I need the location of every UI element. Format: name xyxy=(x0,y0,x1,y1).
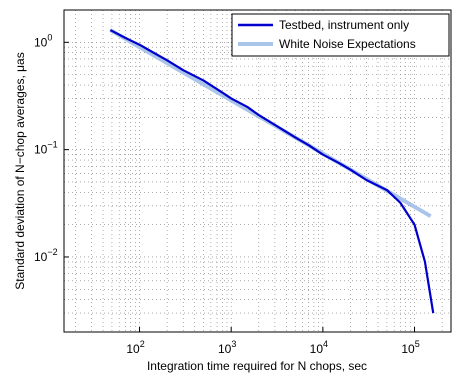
x-axis-label: Integration time required for N chops, s… xyxy=(147,359,367,373)
y-tick-label: 10−2 xyxy=(34,247,58,264)
x-tick-label: 103 xyxy=(218,339,236,356)
legend-label-testbed: Testbed, instrument only xyxy=(279,18,409,32)
legend-label-white-noise: White Noise Expectations xyxy=(279,37,416,51)
x-tick-label: 105 xyxy=(401,339,419,356)
y-tick-label: 100 xyxy=(34,32,52,49)
y-tick-label: 10−1 xyxy=(34,140,58,157)
legend-box xyxy=(231,13,450,57)
y-axis-label: Standard deviation of N−chop averages, μ… xyxy=(13,52,27,289)
grid-lines xyxy=(64,10,451,332)
x-tick-label: 102 xyxy=(126,339,144,356)
series-group xyxy=(109,28,435,314)
x-tick-label: 104 xyxy=(310,339,328,356)
plot-frame xyxy=(63,9,452,333)
tick-labels: 102 103 104 105 100 10−1 10−2 xyxy=(34,32,420,356)
legend: Testbed, instrument only White Noise Exp… xyxy=(231,13,450,57)
series-line-testbed xyxy=(109,29,435,314)
